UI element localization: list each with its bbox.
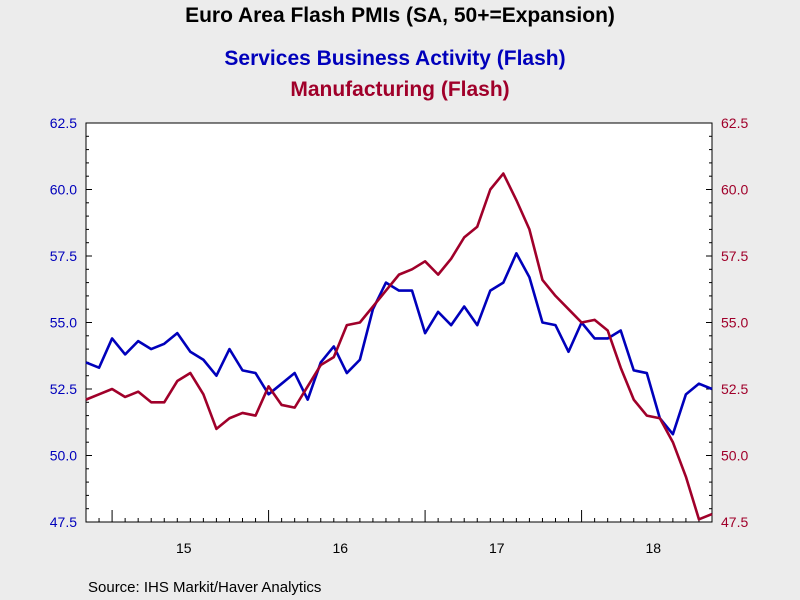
y-left-tick-label: 55.0: [50, 315, 77, 331]
y-right-tick-label: 60.0: [721, 182, 748, 198]
legend-manufacturing: Manufacturing (Flash): [290, 78, 509, 101]
series-line-manufacturing: [85, 172, 713, 521]
legend-services: Services Business Activity (Flash): [224, 47, 565, 70]
right-axis: 62.5 60.0 57.5 55.0 52.5 50.0 47.5: [706, 115, 748, 530]
chart-title: Euro Area Flash PMIs (SA, 50+=Expansion): [185, 4, 615, 27]
y-left-tick-label: 50.0: [50, 448, 77, 464]
plot-area: [85, 122, 713, 523]
y-left-tick-label: 60.0: [50, 182, 77, 198]
y-right-tick-label: 62.5: [721, 115, 748, 131]
source-note: Source: IHS Markit/Haver Analytics: [88, 579, 321, 596]
y-right-tick-label: 55.0: [721, 315, 748, 331]
x-tick-label: 15: [176, 540, 192, 556]
y-right-tick-label: 57.5: [721, 248, 748, 264]
y-left-tick-label: 62.5: [50, 115, 77, 131]
y-left-tick-label: 47.5: [50, 514, 77, 530]
y-left-tick-label: 57.5: [50, 248, 77, 264]
series-line-services: [85, 252, 713, 436]
y-right-tick-label: 50.0: [721, 448, 748, 464]
y-right-tick-label: 47.5: [721, 514, 748, 530]
y-left-tick-label: 52.5: [50, 381, 77, 397]
y-right-tick-label: 52.5: [721, 381, 748, 397]
x-tick-label: 18: [646, 540, 662, 556]
x-tick-label: 16: [333, 540, 349, 556]
series-lines: [85, 172, 713, 521]
left-axis: 62.5 60.0 57.5 55.0 52.5 50.0 47.5: [50, 115, 92, 530]
x-axis: 15 16 17 18: [85, 510, 713, 556]
x-tick-label: 17: [489, 540, 505, 556]
